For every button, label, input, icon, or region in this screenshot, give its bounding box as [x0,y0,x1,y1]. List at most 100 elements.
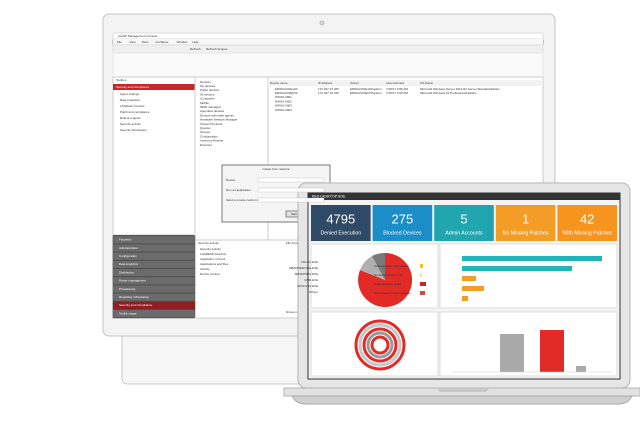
tree-item: My devices [200,84,216,88]
chart1-label: Others [309,290,319,294]
chart2-bar [420,291,425,295]
tree-item: All devices [200,92,215,96]
kpi-label: Blocked Devices [383,230,422,236]
toolbar [112,44,544,54]
filter-bar [112,52,544,78]
kpi-label: With Missing Patches [562,230,612,236]
menu-item: Configure [155,40,168,44]
tree-item: Inventory Results [200,139,224,143]
donut [354,319,406,371]
kpi-value: 1 [522,211,529,226]
hbar [462,276,476,281]
dialog-field: Send a remote control session [226,198,267,202]
kpi-tile [557,205,617,241]
table-cell: ERWALVINE10X [275,87,298,91]
dialog-field: Run an application [226,188,251,192]
chart2-bar [420,282,426,286]
pie-slice [360,256,385,280]
chart2-label: Client agents must upgrade [374,291,411,295]
security-tree-item: Applications and files [200,262,229,266]
menu-item: Help [192,40,199,44]
title-bar [112,32,544,40]
chart1-label: MBAMSERVICE.EXE [289,266,318,270]
toolbox-item: Data protection [120,98,141,102]
tree-item: Hardware Network Manager [200,118,238,122]
table-cell: Microsoft Windows 10 Professional Editio… [420,91,477,95]
nav-item [112,252,196,261]
toolbox-title: Toolbox [116,78,127,82]
hbar [462,286,484,291]
table-cell: 172.027.10.166 [318,91,339,95]
kpi-value: 275 [392,211,414,226]
column-header: OS Name [420,81,434,85]
ring [358,323,402,367]
security-tree-item: LANDESK Antivirus [200,252,227,256]
security-tree-item: Activity [200,267,210,271]
kpi-label: Denied Execution [320,230,361,236]
toolbox-item: Security Workspace [120,128,147,132]
kpi-value: 4795 [326,211,355,226]
tree-item: Mobile [200,101,209,105]
tree-item: Queries [200,126,211,130]
nav-label: Administration [119,246,138,250]
tree-item: Configuration [200,134,218,138]
camera [319,20,325,26]
menu-item: File [117,40,122,44]
hbar [462,266,572,271]
table-cell: Microsoft Windows Server 2012 R2 Server … [420,87,500,91]
menu-bar [113,39,543,45]
kpi-tile [372,205,433,241]
ring [366,331,394,359]
toolbox-item: Security activity [120,122,141,126]
chart1-label: SPOOLSV.EXE [297,284,318,288]
hbar [462,296,468,301]
tree-item: Virtual OS Hosts [200,122,223,126]
table-cell: 172.027.10.205 [318,87,339,91]
nav-label: Distribution [119,270,134,274]
nav-label: Power management [119,279,146,283]
table-cell: WIN10-0003 [275,104,292,108]
nav-label: Reporting / Monitoring [119,295,149,299]
dialog-input [257,197,325,203]
nav-label: Configuration [119,254,137,258]
nav-label: Provisioning [119,287,136,291]
dialog-title: Isolate from network [262,167,290,171]
column-header: IP address [318,81,333,85]
dashboard-title: RED DESKTOP SOE [312,194,346,198]
toolbox-item: Patch and compliance [120,110,150,114]
dialog-button-label[interactable]: Start [291,212,298,216]
table-cell: ERWALVINE07P [275,91,298,95]
pie-slice [372,252,385,280]
tree-item: Computers [200,97,215,101]
tree-item: Directory [200,143,213,147]
nav-item [112,244,196,252]
nav-item [112,309,196,318]
toolbox-item: Agent settings [120,92,140,96]
nav-item [112,285,196,293]
dialog-field: Device [226,178,236,182]
chart2-label: Authentication failed [374,282,401,286]
dashboard-header [308,193,620,200]
column-header: Last scanned [386,81,404,85]
security-title: Security activity [198,241,219,245]
ring [354,319,406,371]
security-tree-item: Application Control [200,257,226,261]
kpi-value: 42 [580,211,594,226]
toolbox-item: LANDesk Console [120,104,145,108]
laptop-lip [291,395,633,405]
column [540,330,564,372]
nav-label: Toolkit usage [119,311,137,315]
kpi-label: Admin Accounts [445,230,483,236]
tree-item: Public devices [200,88,220,92]
kpi-tile [434,205,494,241]
nav-label: Data Analytics [119,262,139,266]
kpi-label: No Missing Patches [503,230,549,236]
ring [370,335,390,355]
tree-item: Devices with stale agents [200,113,234,117]
table-cell: WIN10-0001 [275,95,292,99]
chart1-label: CMD.EXE [304,278,318,282]
table-cell: 7/18/17 9:59 AM [386,87,408,91]
menu-item: Tools [141,40,149,44]
nav-label: Security and Compliance [119,303,153,307]
